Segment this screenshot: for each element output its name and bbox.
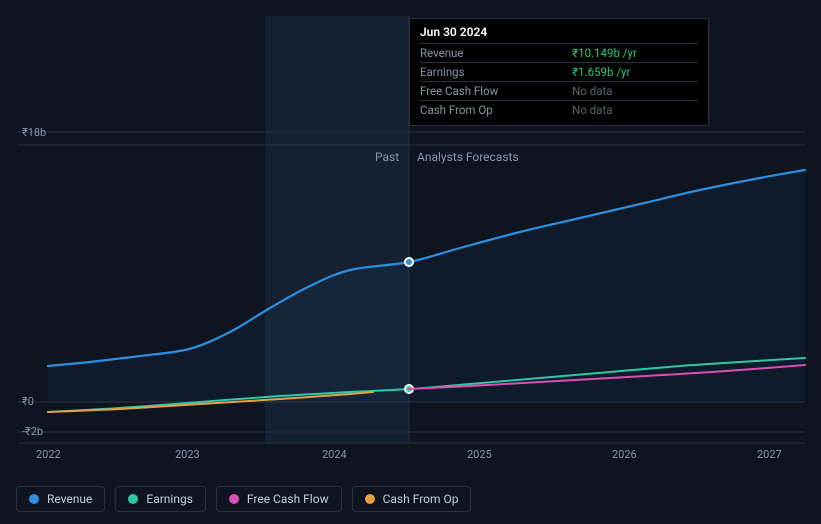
tooltip-value: No data bbox=[572, 101, 698, 120]
legend-swatch-icon bbox=[128, 494, 138, 504]
x-tick-0: 2022 bbox=[36, 448, 61, 461]
legend: Revenue Earnings Free Cash Flow Cash Fro… bbox=[16, 486, 471, 512]
x-tick-4: 2026 bbox=[612, 448, 637, 461]
tooltip-row-fcf: Free Cash Flow No data bbox=[420, 82, 698, 101]
y-tick-2: -₹2b bbox=[22, 425, 43, 438]
legend-label: Revenue bbox=[47, 492, 92, 506]
tooltip-label: Free Cash Flow bbox=[420, 82, 572, 101]
legend-cfo[interactable]: Cash From Op bbox=[352, 486, 472, 512]
tooltip-row-cfo: Cash From Op No data bbox=[420, 101, 698, 120]
legend-earnings[interactable]: Earnings bbox=[115, 486, 206, 512]
hover-tooltip: Jun 30 2024 Revenue ₹10.149b /yr Earning… bbox=[409, 18, 709, 126]
tooltip-row-revenue: Revenue ₹10.149b /yr bbox=[420, 44, 698, 63]
y-tick-0: ₹18b bbox=[22, 126, 46, 139]
legend-swatch-icon bbox=[229, 494, 239, 504]
legend-swatch-icon bbox=[365, 494, 375, 504]
tooltip-value: ₹10.149b /yr bbox=[572, 44, 698, 63]
y-tick-1: ₹0 bbox=[22, 395, 34, 408]
tooltip-label: Cash From Op bbox=[420, 101, 572, 120]
x-tick-2: 2024 bbox=[322, 448, 347, 461]
tooltip-label: Earnings bbox=[420, 63, 572, 82]
tooltip-label: Revenue bbox=[420, 44, 572, 63]
legend-fcf[interactable]: Free Cash Flow bbox=[216, 486, 342, 512]
past-region-label: Past bbox=[375, 150, 399, 164]
tooltip-value: ₹1.659b /yr bbox=[572, 63, 698, 82]
forecast-region-label: Analysts Forecasts bbox=[417, 150, 519, 164]
tooltip-date: Jun 30 2024 bbox=[420, 25, 698, 43]
tooltip-value: No data bbox=[572, 82, 698, 101]
tooltip-row-earnings: Earnings ₹1.659b /yr bbox=[420, 63, 698, 82]
legend-label: Earnings bbox=[146, 492, 193, 506]
x-tick-3: 2025 bbox=[467, 448, 492, 461]
legend-label: Cash From Op bbox=[383, 492, 459, 506]
legend-label: Free Cash Flow bbox=[247, 492, 329, 506]
legend-revenue[interactable]: Revenue bbox=[16, 486, 105, 512]
x-tick-1: 2023 bbox=[175, 448, 200, 461]
tooltip-table: Revenue ₹10.149b /yr Earnings ₹1.659b /y… bbox=[420, 43, 698, 119]
legend-swatch-icon bbox=[29, 494, 39, 504]
x-tick-5: 2027 bbox=[757, 448, 782, 461]
